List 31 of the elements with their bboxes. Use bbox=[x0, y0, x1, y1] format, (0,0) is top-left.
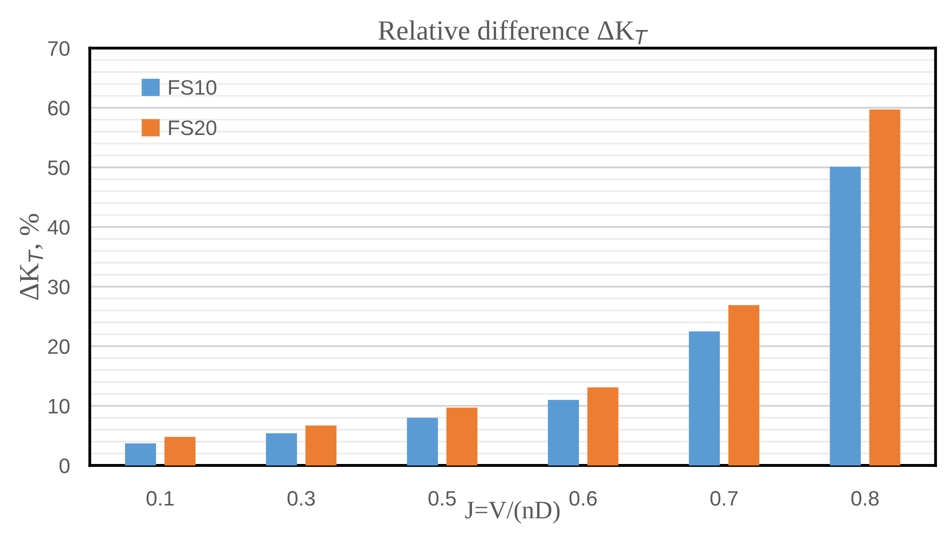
x-tick-label: 0.6 bbox=[569, 491, 597, 506]
bar bbox=[266, 433, 297, 466]
y-tick-label: 30 bbox=[48, 280, 70, 294]
legend-label: FS20 bbox=[169, 120, 216, 136]
x-tick-label: 0.7 bbox=[710, 491, 738, 506]
bar bbox=[406, 418, 438, 466]
x-axis-title: J=V/(nD) bbox=[465, 500, 560, 524]
y-tick-label: 20 bbox=[48, 339, 70, 354]
bar bbox=[164, 436, 196, 466]
bar bbox=[125, 443, 156, 466]
bar bbox=[587, 387, 618, 466]
x-tick-label: 0.3 bbox=[288, 491, 315, 506]
y-tick-label: 60 bbox=[48, 100, 70, 116]
x-tick-label: 0.8 bbox=[851, 491, 879, 506]
bar bbox=[869, 110, 900, 466]
x-tick-label: 0.5 bbox=[428, 491, 456, 506]
y-tick-label: 40 bbox=[48, 220, 70, 235]
chart-title: Relative difference ΔK$_{T}$ bbox=[378, 20, 648, 44]
legend-label: FS10 bbox=[169, 80, 216, 95]
y-tick-label: 0 bbox=[60, 458, 70, 474]
bar bbox=[830, 166, 861, 466]
bar bbox=[688, 331, 720, 466]
x-tick-label: 0.1 bbox=[146, 491, 174, 506]
y-tick-label: 10 bbox=[48, 398, 70, 414]
y-tick-label: 50 bbox=[48, 160, 70, 176]
bar bbox=[728, 305, 760, 466]
bar bbox=[305, 426, 336, 466]
y-tick-label: 70 bbox=[48, 41, 70, 56]
y-axis-title: ΔK$_{T}$, % bbox=[20, 214, 43, 300]
bar bbox=[446, 408, 478, 466]
bar bbox=[548, 400, 579, 466]
